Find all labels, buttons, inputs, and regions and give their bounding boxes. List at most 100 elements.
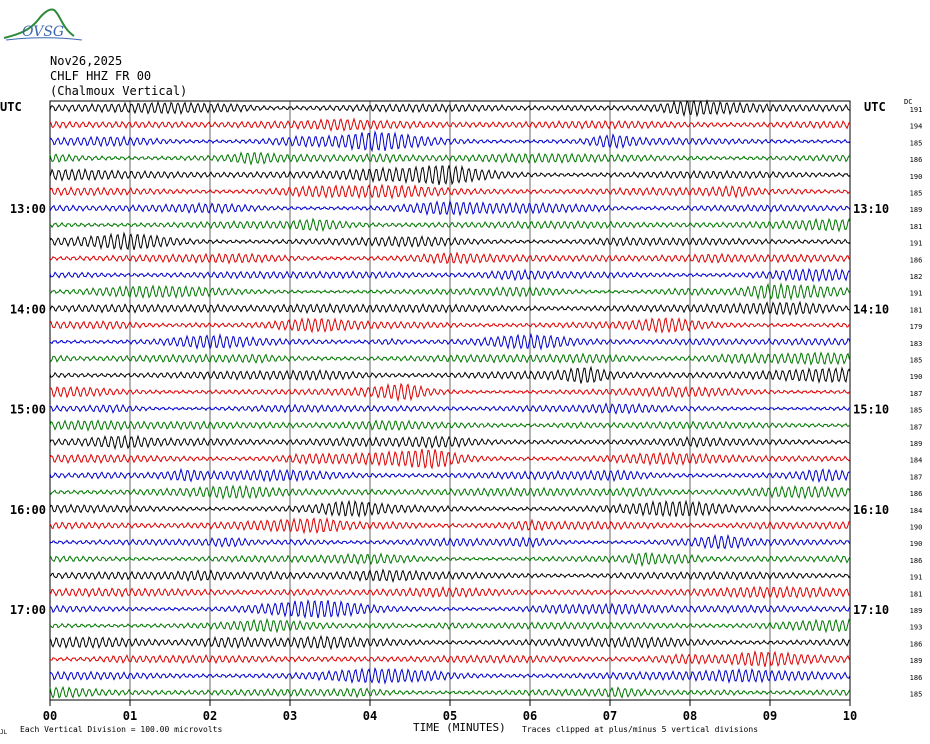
dc-offset-label: 186: [910, 256, 923, 264]
dc-offset-label: 186: [910, 557, 923, 565]
x-tick-label: 05: [443, 709, 457, 723]
seismic-trace: [49, 316, 851, 334]
x-tick-label: 02: [203, 709, 217, 723]
dc-offset-label: 190: [910, 540, 923, 548]
x-axis-title: TIME (MINUTES): [413, 721, 506, 734]
x-tick-label: 08: [683, 709, 697, 723]
seismic-trace: [49, 516, 851, 535]
hour-label-left: 15:00: [10, 403, 46, 417]
seismic-trace: [49, 617, 851, 634]
chart-channel: CHLF HHZ FR 00: [50, 69, 152, 83]
chart-date: Nov26,2025: [50, 54, 123, 68]
seismic-trace: [49, 551, 851, 568]
seismic-trace: [49, 467, 851, 484]
dc-offset-label: 190: [910, 373, 923, 381]
seismic-trace: [49, 183, 851, 200]
x-tick-label: 09: [763, 709, 777, 723]
hour-label-right: 13:10: [853, 202, 889, 216]
scale-note: Each Vertical Division = 100.00 microvol…: [20, 725, 223, 734]
seismic-trace: [49, 282, 851, 301]
x-tick-label: 10: [843, 709, 857, 723]
seismic-trace: [49, 365, 851, 384]
dc-label: DC: [904, 98, 913, 106]
dc-offset-label: 186: [910, 156, 923, 164]
hour-label-left: 13:00: [10, 202, 46, 216]
utc-right-label: UTC: [864, 100, 886, 114]
seismic-trace: [49, 434, 851, 451]
seismic-trace: [49, 251, 851, 265]
x-tick-label: 00: [43, 709, 57, 723]
dc-offset-label: 185: [910, 691, 923, 699]
seismic-trace: [49, 533, 851, 550]
dc-offset-label: 191: [910, 240, 923, 248]
hour-label-right: 17:10: [853, 603, 889, 617]
seismic-trace: [49, 151, 851, 166]
seismic-trace: [49, 231, 851, 251]
corner-mark: JL: [0, 729, 8, 736]
dc-offset-label: 191: [910, 290, 923, 298]
seismic-trace: [49, 217, 851, 233]
dc-offset-label: 189: [910, 206, 923, 214]
seismic-trace: [49, 598, 851, 620]
ovsg-logo: [3, 8, 83, 41]
x-tick-label: 03: [283, 709, 297, 723]
dc-offset-label: 184: [910, 507, 923, 515]
dc-offset-label: 190: [910, 173, 923, 181]
seismic-trace: [49, 98, 851, 118]
dc-offset-label: 191: [910, 106, 923, 114]
dc-offset-label: 185: [910, 407, 923, 415]
hour-label-left: 16:00: [10, 503, 46, 517]
dc-offset-label: 183: [910, 340, 923, 348]
dc-offset-label: 181: [910, 590, 923, 598]
dc-offset-label: 185: [910, 139, 923, 147]
seismic-trace: [49, 382, 851, 403]
hour-label-right: 15:10: [853, 403, 889, 417]
seismic-trace: [49, 332, 851, 351]
chart-station: (Chalmoux Vertical): [50, 84, 188, 98]
x-tick-label: 04: [363, 709, 377, 723]
dc-offset-label: 185: [910, 190, 923, 198]
seismic-trace: [49, 199, 851, 217]
hour-label-left: 14:00: [10, 302, 46, 316]
seismic-trace: [49, 419, 851, 432]
hour-label-right: 14:10: [853, 302, 889, 316]
seismic-trace: [49, 634, 851, 651]
hour-label-right: 16:10: [853, 503, 889, 517]
dc-offset-label: 185: [910, 357, 923, 365]
dc-offset-label: 179: [910, 323, 923, 331]
logo-text: OVSG: [22, 24, 65, 40]
dc-offset-label: 182: [910, 273, 923, 281]
seismic-trace: [49, 448, 851, 470]
dc-offset-label: 190: [910, 524, 923, 532]
dc-offset-label: 187: [910, 423, 923, 431]
seismic-trace: [49, 267, 851, 283]
dc-offset-label: 181: [910, 306, 923, 314]
dc-offset-label: 181: [910, 223, 923, 231]
seismic-trace: [49, 300, 851, 317]
seismic-trace: [49, 484, 851, 501]
seismic-trace: [49, 130, 851, 153]
seismic-trace: [49, 585, 851, 600]
dc-offset-label: 193: [910, 624, 923, 632]
seismic-trace: [49, 117, 851, 132]
seismic-trace: [49, 649, 851, 668]
dc-offset-label: 194: [910, 123, 923, 131]
dc-offset-label: 189: [910, 607, 923, 615]
dc-offset-label: 189: [910, 440, 923, 448]
dc-offset-label: 187: [910, 390, 923, 398]
clip-note: Traces clipped at plus/minus 5 vertical …: [522, 725, 759, 734]
dc-offset-label: 186: [910, 674, 923, 682]
seismic-trace: [49, 402, 851, 415]
seismic-trace: [49, 666, 851, 685]
seismic-trace: [49, 499, 851, 518]
hour-label-left: 17:00: [10, 603, 46, 617]
dc-offset-label: 184: [910, 457, 923, 465]
x-tick-label: 07: [603, 709, 617, 723]
dc-offset-label: 187: [910, 473, 923, 481]
x-tick-label: 06: [523, 709, 537, 723]
utc-left-label: UTC: [0, 100, 22, 114]
seismic-trace: [49, 351, 851, 366]
seismic-trace: [49, 164, 851, 186]
seismic-trace: [49, 685, 851, 699]
